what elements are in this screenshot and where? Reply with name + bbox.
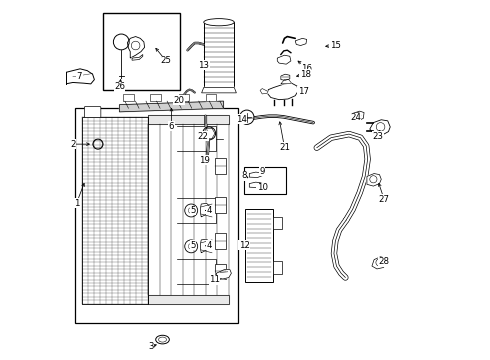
Polygon shape xyxy=(295,39,307,45)
Text: 15: 15 xyxy=(330,41,341,50)
Text: 1: 1 xyxy=(74,199,79,208)
Text: 8: 8 xyxy=(242,171,247,180)
Text: 17: 17 xyxy=(297,86,309,95)
Polygon shape xyxy=(216,270,231,279)
Text: 7: 7 xyxy=(76,72,82,81)
Polygon shape xyxy=(150,94,161,101)
Text: 10: 10 xyxy=(257,183,268,192)
Polygon shape xyxy=(200,203,210,217)
Bar xyxy=(215,197,226,213)
Polygon shape xyxy=(277,55,291,64)
Polygon shape xyxy=(249,182,262,188)
Polygon shape xyxy=(127,37,145,58)
Bar xyxy=(215,264,226,279)
Polygon shape xyxy=(281,80,292,84)
Text: 21: 21 xyxy=(279,143,290,152)
Text: 5: 5 xyxy=(190,206,196,215)
Bar xyxy=(215,233,226,249)
Text: 3: 3 xyxy=(148,342,154,351)
FancyBboxPatch shape xyxy=(84,107,101,118)
Ellipse shape xyxy=(159,337,167,342)
Text: 16: 16 xyxy=(301,64,312,73)
Polygon shape xyxy=(249,172,262,177)
Text: 26: 26 xyxy=(114,82,125,91)
Polygon shape xyxy=(367,174,381,186)
Text: 6: 6 xyxy=(169,122,174,131)
Polygon shape xyxy=(205,94,216,101)
Bar xyxy=(244,167,286,194)
Bar xyxy=(204,22,234,87)
Text: 2: 2 xyxy=(70,140,75,149)
Text: 20: 20 xyxy=(173,96,184,105)
Text: 27: 27 xyxy=(379,195,390,204)
Text: 11: 11 xyxy=(209,275,220,284)
Text: 22: 22 xyxy=(197,132,208,141)
Polygon shape xyxy=(123,94,134,101)
Text: 23: 23 xyxy=(372,132,383,141)
Ellipse shape xyxy=(156,335,170,344)
Polygon shape xyxy=(267,83,298,100)
Polygon shape xyxy=(201,87,236,93)
Polygon shape xyxy=(148,116,229,125)
Ellipse shape xyxy=(204,19,234,26)
Circle shape xyxy=(240,111,253,124)
Bar xyxy=(215,158,226,174)
Text: 5: 5 xyxy=(190,241,196,250)
Polygon shape xyxy=(372,257,387,269)
Polygon shape xyxy=(281,74,290,80)
Text: 19: 19 xyxy=(199,156,210,165)
Polygon shape xyxy=(132,54,143,60)
Polygon shape xyxy=(352,111,364,121)
Text: 25: 25 xyxy=(161,57,171,66)
Text: 18: 18 xyxy=(300,70,311,79)
Circle shape xyxy=(203,128,215,139)
Text: 14: 14 xyxy=(236,114,247,123)
Polygon shape xyxy=(370,120,390,135)
Circle shape xyxy=(114,35,128,49)
Bar xyxy=(273,261,282,274)
Text: 9: 9 xyxy=(260,167,265,176)
Polygon shape xyxy=(120,101,223,112)
Text: 24: 24 xyxy=(350,113,361,122)
Text: 28: 28 xyxy=(379,257,390,266)
Text: 12: 12 xyxy=(239,241,250,250)
Text: 13: 13 xyxy=(198,61,209,70)
Polygon shape xyxy=(66,69,95,84)
Text: 4: 4 xyxy=(206,241,212,250)
Polygon shape xyxy=(200,239,210,253)
Polygon shape xyxy=(148,295,229,304)
Polygon shape xyxy=(179,94,190,101)
Bar xyxy=(103,13,180,90)
Bar xyxy=(74,108,238,323)
Bar xyxy=(245,209,273,282)
Polygon shape xyxy=(260,89,267,94)
Bar xyxy=(273,217,282,229)
Text: 4: 4 xyxy=(206,206,212,215)
